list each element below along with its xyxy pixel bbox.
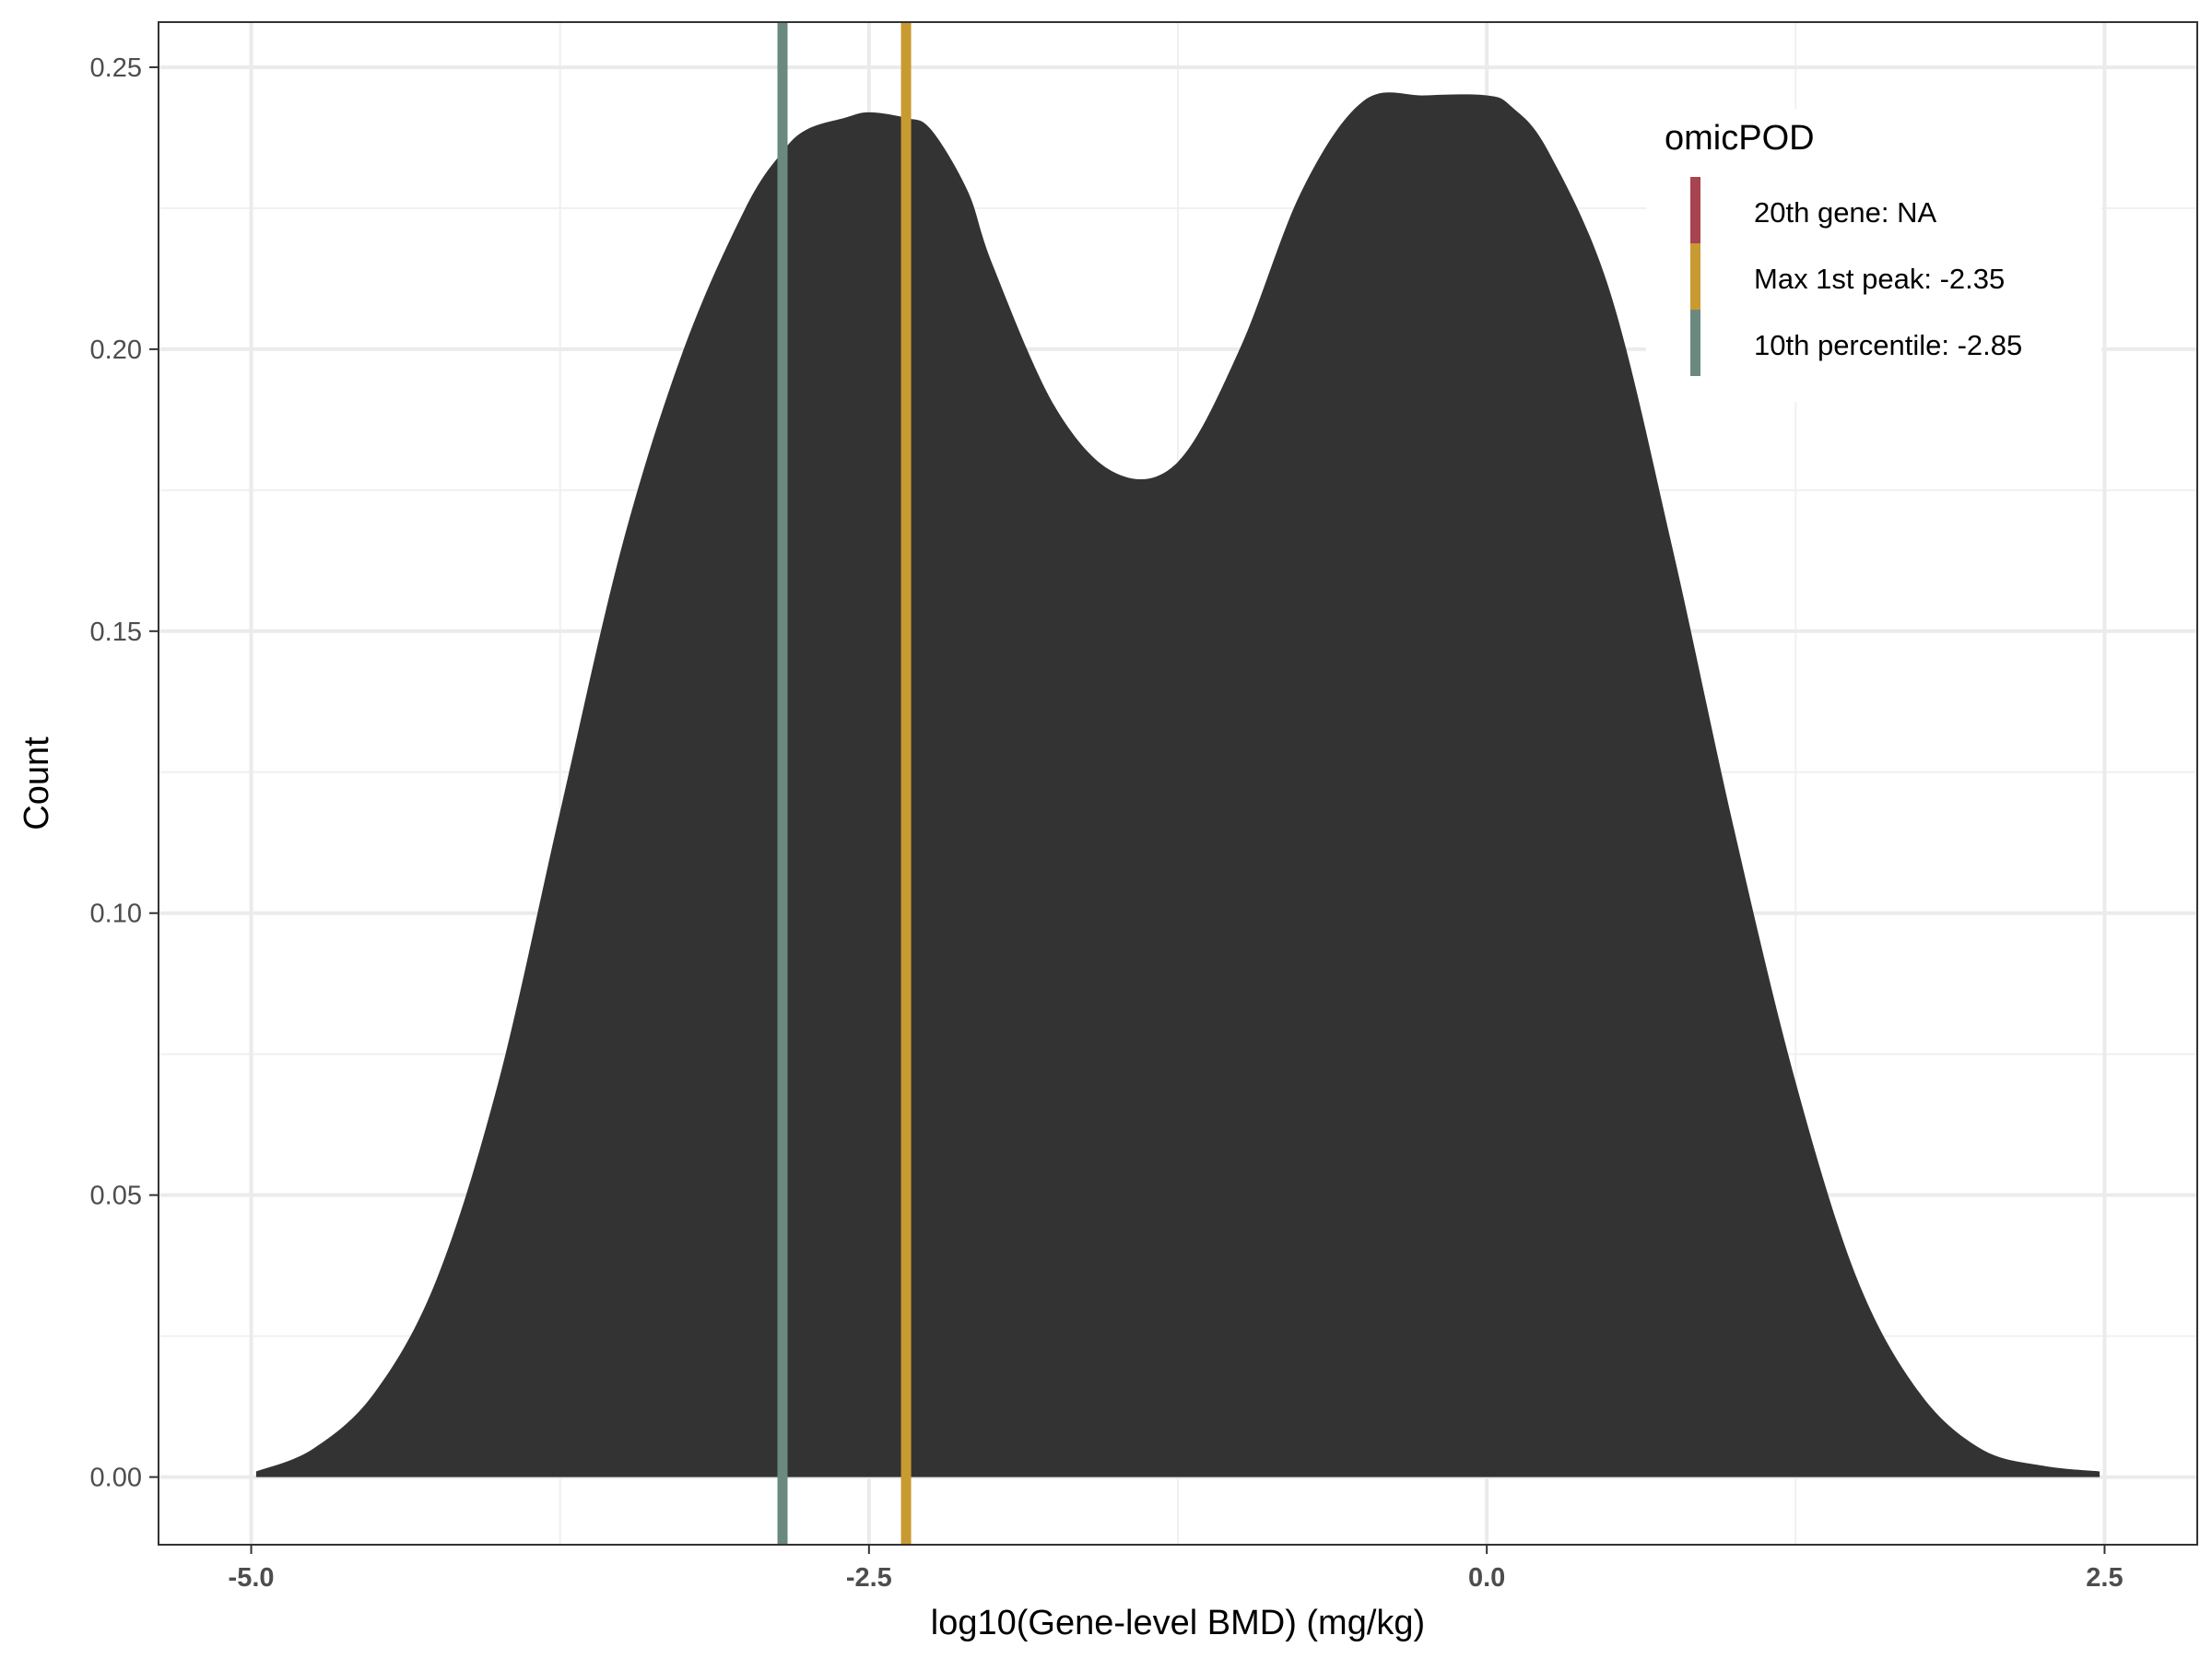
legend-background (1646, 109, 2101, 402)
legend-label-20th-gene: 20th gene: NA (1754, 196, 1937, 229)
legend-title: omicPOD (1665, 119, 1815, 158)
y-tick-label: 0.25 (90, 53, 142, 83)
x-tick-label: 2.5 (2086, 1563, 2123, 1593)
x-tick-label: -5.0 (229, 1563, 275, 1593)
y-tick-label: 0.00 (90, 1464, 142, 1493)
legend-label-10th-percentile: 10th percentile: -2.85 (1754, 329, 2022, 361)
y-tick-label: 0.10 (90, 900, 142, 929)
x-axis: -5.0 -2.5 0.0 2.5 (229, 1545, 2124, 1593)
y-tick-label: 0.20 (90, 335, 142, 365)
y-axis-title: Count (18, 736, 56, 830)
pod-lines (777, 22, 912, 1545)
x-tick-label: -2.5 (846, 1563, 892, 1593)
density-area (255, 92, 2100, 1477)
x-axis-title: log10(Gene-level BMD) (mg/kg) (931, 1604, 1425, 1642)
x-tick-label: 0.0 (1468, 1563, 1505, 1593)
legend-key-10th-percentile (1690, 310, 1700, 376)
legend: omicPOD 20th gene: NA Max 1st peak: -2.3… (1646, 109, 2101, 402)
y-tick-label: 0.15 (90, 618, 142, 647)
legend-key-20th-gene (1690, 177, 1700, 243)
y-tick-label: 0.05 (90, 1182, 142, 1211)
legend-label-max-1st-peak: Max 1st peak: -2.35 (1754, 263, 2005, 295)
legend-key-max-1st-peak (1690, 243, 1700, 310)
y-axis: 0.00 0.05 0.10 0.15 0.20 0.25 (90, 53, 159, 1493)
panel-border (158, 21, 2198, 1546)
